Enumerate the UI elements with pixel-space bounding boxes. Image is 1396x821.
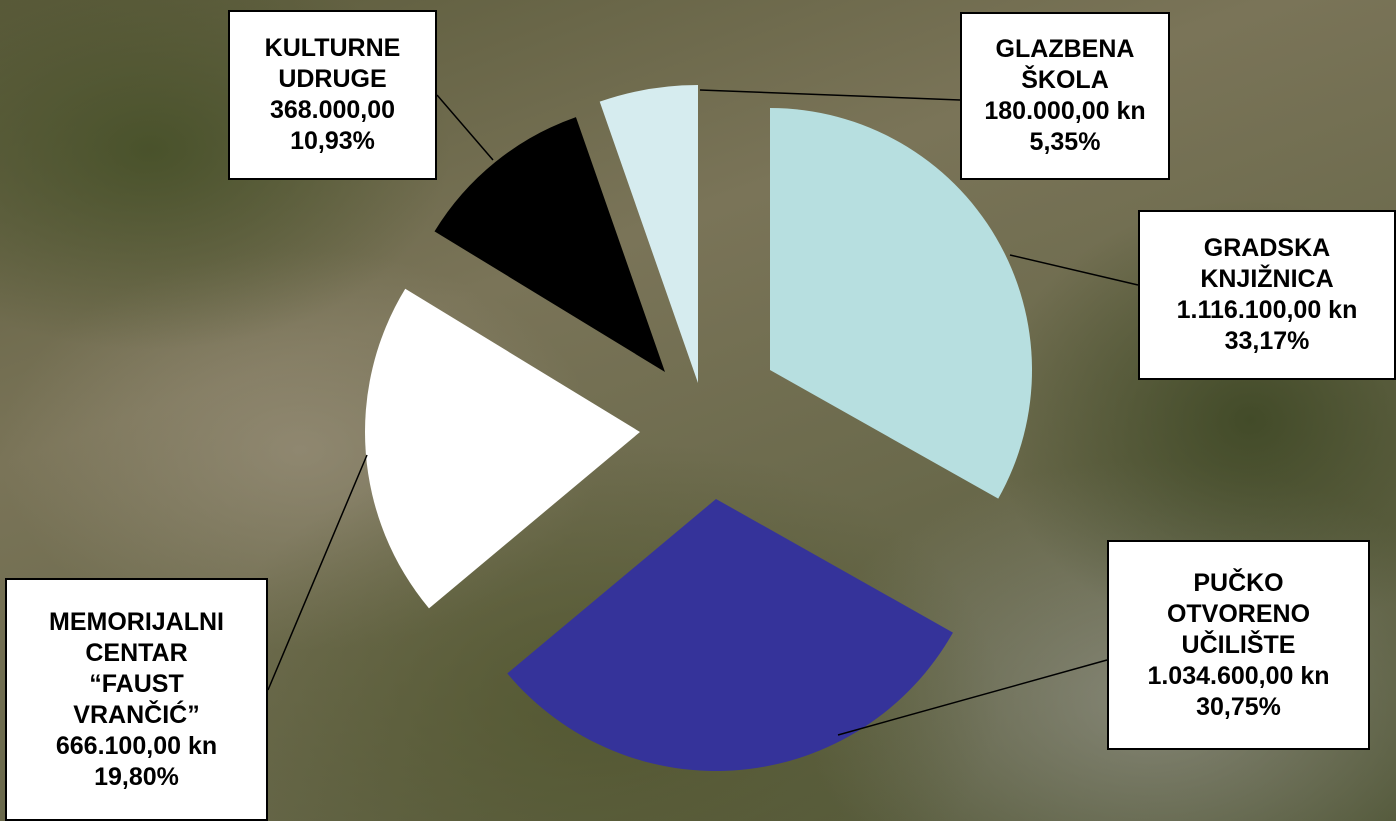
category-label: GLAZBENA ŠKOLA <box>995 35 1135 94</box>
amount-label: 1.116.100,00 kn <box>1176 296 1358 324</box>
category-label: GRADSKA KNJIŽNICA <box>1200 234 1334 293</box>
leader-line <box>837 659 1108 736</box>
slice-label: PUČKO OTVORENO UČILIŠTE 1.034.600,00 kn 30… <box>1107 540 1370 750</box>
slice-label: GLAZBENA ŠKOLA 180.000,00 kn 5,35% <box>960 12 1170 180</box>
leader-line <box>267 454 368 691</box>
percent-label: 30,75% <box>1196 692 1281 721</box>
category-label: MEMORIJALNI CENTAR “FAUST VRANČIĆ” <box>49 607 224 729</box>
category-label: PUČKO OTVORENO UČILIŠTE <box>1166 568 1311 659</box>
leader-line <box>1009 254 1139 286</box>
pie-slice <box>365 288 640 609</box>
leader-line <box>436 94 494 161</box>
pie-slice <box>599 85 698 383</box>
amount-label: 368.000,00 <box>269 96 396 124</box>
pie-slice <box>507 499 953 771</box>
category-label: KULTURNE UDRUGE <box>264 34 401 93</box>
slice-label: KULTURNE UDRUGE 368.000,00 10,93% <box>228 10 437 180</box>
amount-label: 1.034.600,00 kn <box>1147 661 1330 690</box>
pie-slice <box>434 117 665 372</box>
amount-label: 180.000,00 kn <box>984 97 1146 125</box>
amount-label: 666.100,00 kn <box>55 731 218 760</box>
percent-label: 5,35% <box>1029 128 1101 156</box>
slice-label: MEMORIJALNI CENTAR “FAUST VRANČIĆ” 666.10… <box>5 578 268 821</box>
slice-label: GRADSKA KNJIŽNICA 1.116.100,00 kn 33,17% <box>1138 210 1396 380</box>
percent-label: 33,17% <box>1224 327 1310 355</box>
leader-line <box>699 89 961 101</box>
pie-slice <box>770 108 1032 499</box>
percent-label: 10,93% <box>290 127 375 155</box>
percent-label: 19,80% <box>94 762 179 791</box>
